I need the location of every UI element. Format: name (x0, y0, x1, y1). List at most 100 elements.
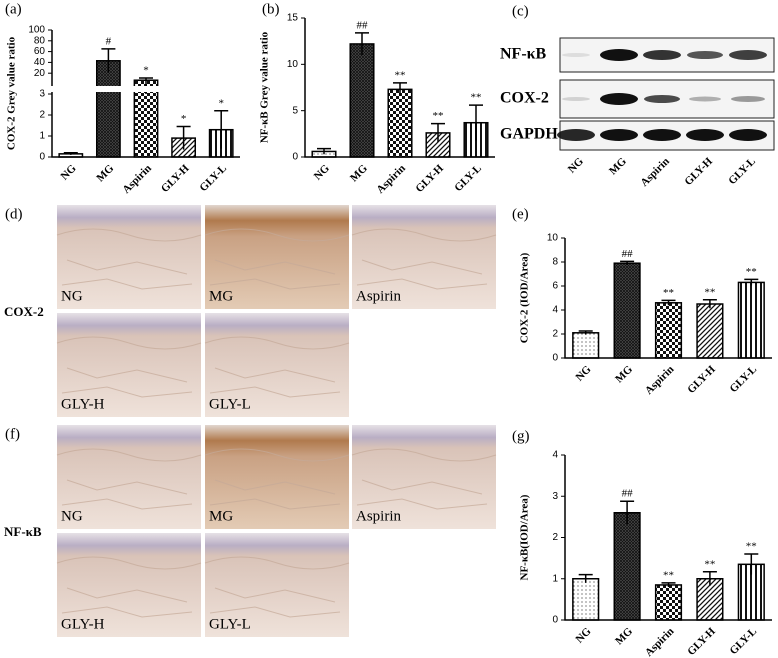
micrograph (352, 205, 496, 309)
band (562, 53, 590, 57)
tissue-fibers (56, 556, 202, 618)
axes (564, 238, 772, 359)
micrograph-label: Aspirin (356, 288, 402, 304)
significance-label: * (143, 65, 149, 77)
y-tick-label: 8 (552, 257, 558, 268)
x-tick-label: GLY-H (413, 162, 446, 195)
significance-label: ** (746, 541, 757, 553)
micrograph (205, 425, 349, 529)
stain-label: NF-κB (4, 524, 42, 539)
tissue-fibers (204, 448, 350, 510)
micrograph-label: NG (61, 508, 83, 524)
significance-label: * (181, 113, 187, 125)
band (644, 95, 680, 103)
band (689, 96, 721, 102)
micrograph-label: MG (209, 288, 233, 304)
blot-row-label: GAPDH (500, 126, 558, 143)
error-bar (620, 260, 635, 265)
micrograph (205, 533, 349, 637)
y-tick-label: 2 (552, 532, 558, 543)
y-tick-label: 4 (552, 305, 558, 316)
significance-label: ## (622, 248, 634, 260)
error-bar (702, 299, 717, 309)
axes (564, 455, 772, 621)
error-bar (744, 278, 759, 286)
significance-label: ** (395, 69, 406, 81)
x-tick-label: GLY-L (728, 363, 760, 395)
error-bar (578, 573, 593, 583)
band (600, 93, 638, 105)
y-tick-label: 3 (39, 89, 45, 100)
error-bar (620, 500, 635, 525)
bar (572, 578, 600, 621)
band (687, 51, 723, 59)
significance-label: ## (622, 488, 634, 500)
micrograph-label: GLY-L (209, 616, 251, 632)
y-tick-label: 10 (547, 233, 559, 244)
y-tick-label: 20 (34, 68, 46, 79)
y-tick-label: 80 (34, 35, 46, 46)
micrograph (57, 425, 201, 529)
significance-label: ** (663, 569, 674, 581)
x-tick-label: GLY-H (159, 162, 192, 195)
x-tick-label: MG (613, 363, 635, 385)
band (600, 129, 638, 141)
micrograph (352, 425, 496, 529)
micrograph-label: NG (61, 288, 83, 304)
y-tick-label: 0 (552, 353, 558, 364)
significance-label: ** (704, 286, 715, 298)
bar (387, 88, 413, 158)
band (557, 129, 595, 141)
panel-label: (b) (262, 1, 280, 17)
micrograph (205, 205, 349, 309)
error-bar (578, 330, 593, 335)
panel-label: (d) (5, 206, 23, 222)
panel-label: (f) (5, 426, 20, 442)
tissue-fibers (56, 228, 202, 290)
y-tick-label: 1 (39, 131, 45, 142)
bar (696, 303, 724, 359)
y-tick-label: 3 (552, 491, 558, 502)
stain-label: COX-2 (4, 304, 44, 319)
band (643, 50, 681, 60)
error-bar (661, 582, 676, 587)
micrograph-label: MG (209, 508, 233, 524)
tissue-fibers (204, 556, 350, 618)
western-blot (557, 37, 775, 151)
x-tick-label: GLY-L (728, 625, 760, 657)
significance-label: * (218, 97, 224, 109)
x-tick-label: GLY-L (197, 162, 229, 194)
bar (349, 43, 375, 158)
error-bar (63, 152, 78, 155)
error-bar (101, 48, 116, 73)
y-tick-label: 60 (34, 46, 46, 57)
bar (654, 584, 683, 621)
y-tick-label: 10 (287, 59, 299, 70)
y-tick-label: 2 (552, 329, 558, 340)
band (600, 49, 638, 61)
x-tick-label: MG (348, 162, 370, 184)
x-tick-label: NG (59, 162, 79, 182)
tissue-fibers (351, 448, 497, 510)
y-tick-label: 40 (34, 57, 46, 68)
error-bar (661, 299, 676, 306)
bar (613, 262, 641, 359)
tissue-fibers (204, 228, 350, 290)
error-bar (702, 570, 717, 586)
y-tick-label: 5 (292, 105, 298, 116)
y-axis-label: COX-2 Grey value ratio (6, 36, 18, 150)
blot-lane-label: NG (566, 155, 586, 175)
blot-lane-label: Aspirin (638, 155, 672, 189)
tissue-fibers (351, 228, 497, 290)
error-bar (214, 110, 229, 149)
band (686, 129, 724, 141)
bar (613, 512, 641, 621)
blot-row-label: COX-2 (500, 90, 549, 107)
micrograph-label: GLY-H (61, 396, 105, 412)
y-tick-label: 100 (28, 25, 45, 36)
blot-lane-label: MG (607, 155, 629, 177)
x-tick-label: NG (573, 363, 593, 383)
error-bar (744, 553, 759, 575)
band (562, 97, 590, 101)
y-tick-label: 0 (39, 152, 45, 163)
